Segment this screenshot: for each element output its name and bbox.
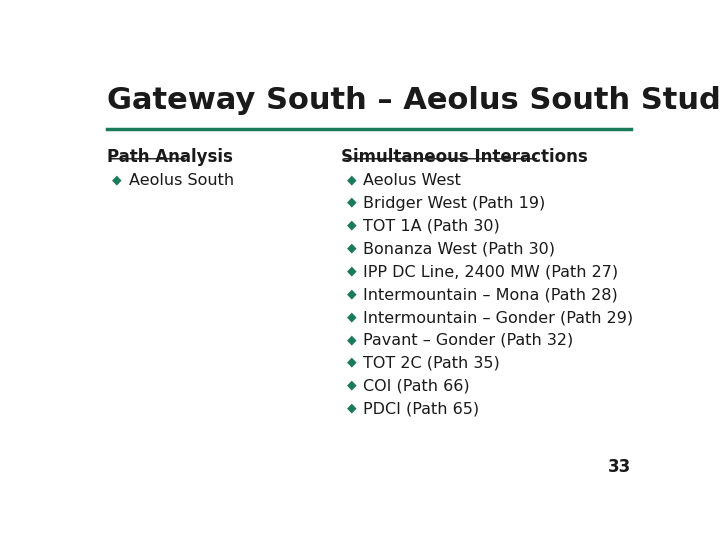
Text: Energy Gateway Project - Phase 2 Technical Studies: Energy Gateway Project - Phase 2 Technic… — [7, 488, 403, 503]
Text: Aeolus South: Aeolus South — [129, 173, 234, 188]
Text: TOT 1A (Path 30): TOT 1A (Path 30) — [364, 219, 500, 234]
Text: IPP DC Line, 2400 MW (Path 27): IPP DC Line, 2400 MW (Path 27) — [364, 265, 618, 279]
Text: ◆: ◆ — [347, 310, 356, 323]
Text: ◆: ◆ — [347, 356, 356, 369]
Text: Simultaneous Interactions: Simultaneous Interactions — [341, 148, 588, 166]
Text: ◆: ◆ — [347, 402, 356, 415]
Text: ◆: ◆ — [347, 265, 356, 278]
Text: ◆: ◆ — [347, 241, 356, 254]
Text: ◆: ◆ — [112, 173, 122, 186]
Text: Intermountain – Mona (Path 28): Intermountain – Mona (Path 28) — [364, 287, 618, 302]
Text: ◆: ◆ — [347, 173, 356, 186]
Text: COI (Path 66): COI (Path 66) — [364, 379, 470, 394]
Text: Bridger West (Path 19): Bridger West (Path 19) — [364, 196, 546, 211]
Text: ◆: ◆ — [347, 333, 356, 346]
Text: TOT 2C (Path 35): TOT 2C (Path 35) — [364, 356, 500, 371]
Text: Pavant – Gonder (Path 32): Pavant – Gonder (Path 32) — [364, 333, 574, 348]
Text: ◆: ◆ — [347, 196, 356, 209]
Text: Intermountain – Gonder (Path 29): Intermountain – Gonder (Path 29) — [364, 310, 634, 325]
Text: Bonanza West (Path 30): Bonanza West (Path 30) — [364, 241, 555, 256]
Text: PDCI (Path 65): PDCI (Path 65) — [364, 402, 480, 416]
Text: ◆: ◆ — [347, 287, 356, 300]
Text: 33: 33 — [608, 458, 631, 476]
Text: Path Analysis: Path Analysis — [107, 148, 233, 166]
Text: ◆: ◆ — [347, 379, 356, 392]
Text: Aeolus West: Aeolus West — [364, 173, 462, 188]
Text: ◆: ◆ — [347, 219, 356, 232]
Text: Gateway South – Aeolus South Study Area: Gateway South – Aeolus South Study Area — [107, 85, 720, 114]
